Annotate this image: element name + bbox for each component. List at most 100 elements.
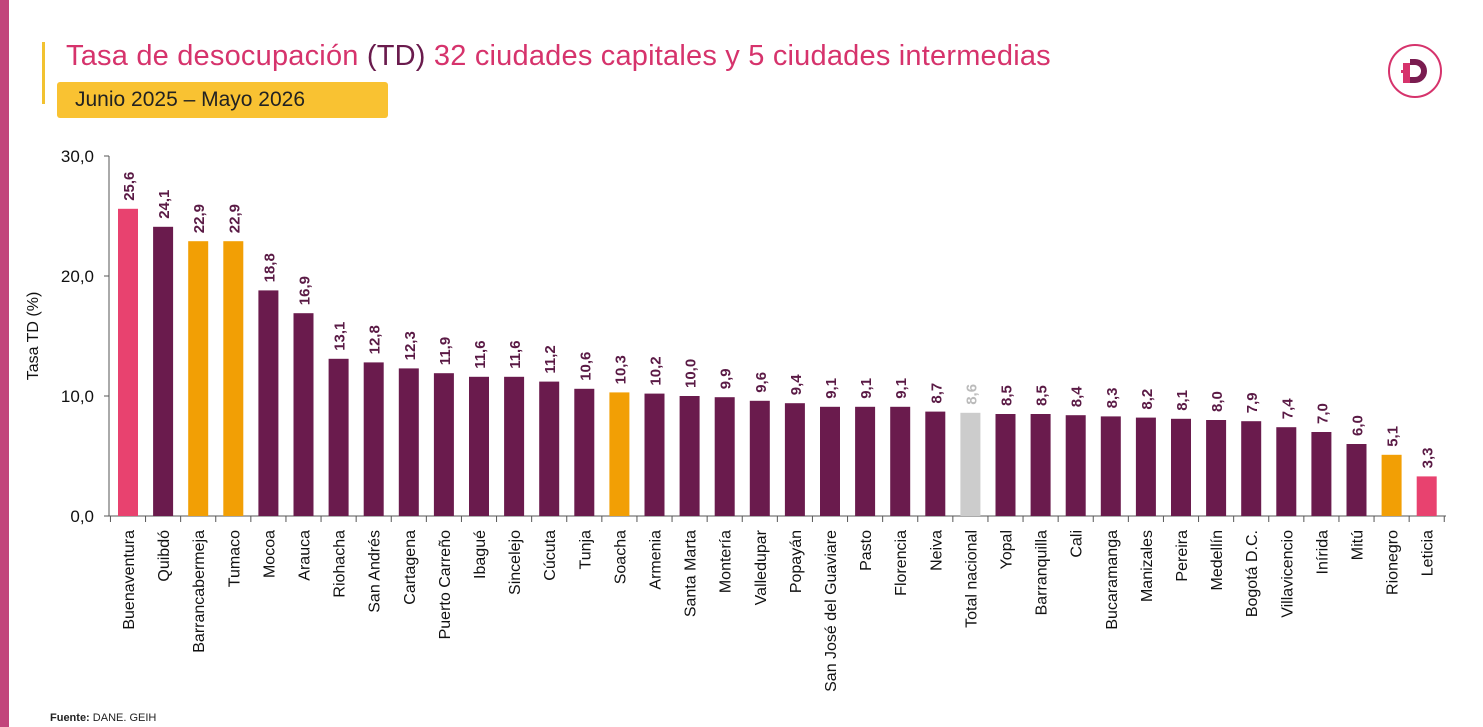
category-label: Quibdó	[156, 530, 173, 582]
category-label: Cali	[1069, 530, 1086, 558]
bar-value-label: 8,2	[1139, 389, 1156, 410]
bar-value-label: 12,8	[367, 325, 384, 354]
bar-value-label: 9,1	[893, 378, 910, 399]
bar-31	[1206, 420, 1227, 516]
bar-36	[1381, 454, 1402, 516]
bar-value-label: 8,4	[1069, 386, 1086, 408]
bar-13	[574, 388, 595, 516]
bar-value-label: 8,7	[928, 383, 945, 404]
bar-37	[1416, 476, 1437, 516]
category-label: Villavicencio	[1279, 530, 1296, 618]
category-label: Riohacha	[332, 530, 349, 598]
category-label: Neiva	[928, 530, 945, 571]
bar-33	[1276, 427, 1297, 516]
bar-12	[539, 381, 560, 516]
category-label: Bucaramanga	[1104, 530, 1121, 630]
bar-14	[609, 392, 630, 516]
bar-30	[1171, 418, 1191, 516]
source-note: Fuente: DANE. GEIH	[50, 712, 156, 724]
bar-15	[644, 393, 665, 516]
bar-value-label: 10,6	[577, 352, 594, 381]
bar-35	[1346, 444, 1367, 516]
category-label: Montería	[718, 530, 735, 593]
bar-value-label: 24,1	[156, 190, 173, 219]
bar-value-label: 22,9	[191, 204, 208, 233]
title-part-2: (TD)	[366, 40, 426, 72]
category-label: Ibagué	[472, 530, 489, 579]
bar-value-label: 11,2	[542, 345, 559, 373]
bar-value-label: 8,5	[999, 385, 1016, 406]
bar-6	[328, 358, 349, 516]
category-label: Cúcuta	[542, 530, 559, 581]
bar-16	[679, 396, 700, 516]
source-label: Fuente:	[50, 712, 90, 724]
category-label: Santa Marta	[683, 530, 700, 617]
period-badge: Junio 2025 – Mayo 2026	[57, 82, 388, 118]
bar-7	[363, 362, 384, 516]
bar-value-label: 10,2	[648, 356, 665, 385]
y-tick-label: 20,0	[61, 267, 94, 286]
bar-value-label: 9,6	[753, 372, 770, 393]
bar-value-label: 8,5	[1034, 385, 1051, 406]
bar-value-label: 7,4	[1279, 398, 1296, 420]
source-text: DANE. GEIH	[92, 712, 157, 724]
bar-value-label: 9,4	[788, 374, 805, 396]
bar-32	[1241, 421, 1262, 516]
category-label: Leticia	[1420, 530, 1437, 576]
bar-28	[1100, 416, 1121, 516]
y-tick-label: 10,0	[61, 387, 94, 406]
bar-value-label: 6,0	[1350, 415, 1367, 436]
category-label: Buenaventura	[121, 530, 138, 630]
bar-value-label: 13,1	[332, 322, 349, 351]
bar-3	[223, 241, 244, 516]
category-label: Tumaco	[226, 530, 243, 587]
bar-26	[1030, 414, 1051, 516]
bar-value-label: 11,9	[437, 337, 454, 365]
category-label: Barranquilla	[1034, 530, 1051, 615]
bar-value-label: 10,0	[683, 359, 700, 388]
bar-value-label: 9,1	[823, 378, 840, 399]
title-part-1: Tasa de desocupación	[66, 40, 359, 72]
title-accent-line	[42, 42, 45, 104]
category-label: Tunja	[577, 530, 594, 570]
bar-10	[469, 376, 489, 516]
category-label: Puerto Carreño	[437, 530, 454, 639]
category-label: San Andrés	[367, 530, 384, 613]
bar-2	[188, 241, 209, 516]
category-label: Total nacional	[963, 530, 980, 628]
bar-value-label: 16,9	[297, 276, 314, 305]
category-label: Pereira	[1174, 530, 1191, 582]
bar-value-label: 3,3	[1420, 448, 1437, 469]
category-label: Armenia	[648, 530, 665, 590]
y-axis-label: Tasa TD (%)	[25, 292, 42, 381]
bar-4	[258, 290, 279, 516]
bar-value-label: 8,1	[1174, 390, 1191, 411]
category-label: Valledupar	[753, 529, 770, 605]
bar-21	[855, 406, 876, 516]
bar-25	[995, 414, 1016, 516]
bar-value-label: 10,3	[612, 355, 629, 384]
category-label: Rionegro	[1385, 530, 1402, 595]
category-label: Arauca	[297, 530, 314, 581]
category-label: Sincelejo	[507, 530, 524, 595]
category-label: Mocoa	[261, 530, 278, 578]
dane-d-logo-icon	[1388, 44, 1442, 98]
category-label: Mitú	[1350, 530, 1367, 560]
bar-value-label: 8,6	[963, 384, 980, 405]
title-part-3: 32 ciudades capitales y 5 ciudades inter…	[433, 40, 1051, 72]
bar-11	[504, 376, 525, 516]
bar-value-label: 8,0	[1209, 391, 1226, 412]
bar-34	[1311, 432, 1332, 516]
bar-value-label: 11,6	[472, 340, 489, 368]
bar-9	[433, 373, 454, 516]
category-label: Cartagena	[402, 530, 419, 605]
bar-0	[118, 208, 138, 517]
category-label: Pasto	[858, 530, 875, 571]
bar-17	[714, 397, 735, 516]
bar-value-label: 8,3	[1104, 388, 1121, 409]
category-label: Manizales	[1139, 530, 1156, 602]
category-label: Popayán	[788, 530, 805, 593]
bar-value-label: 5,1	[1385, 426, 1402, 447]
bar-value-label: 9,1	[858, 378, 875, 399]
